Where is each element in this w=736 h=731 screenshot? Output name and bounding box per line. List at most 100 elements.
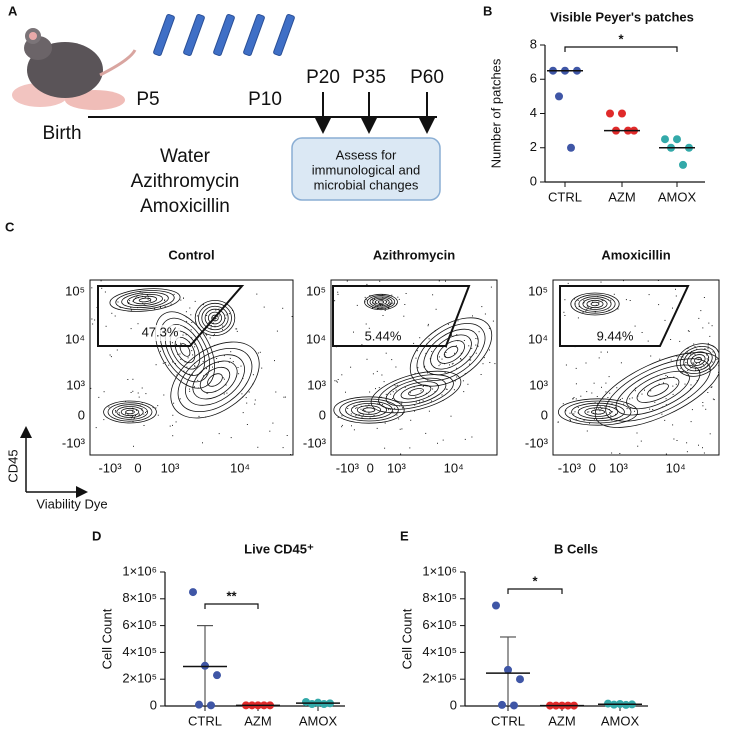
event-dot — [707, 392, 709, 393]
flow-title: Amoxicillin — [601, 247, 670, 262]
contour — [109, 288, 181, 312]
contour — [690, 354, 706, 366]
event-dot — [494, 363, 496, 365]
chart-title: B Cells — [554, 541, 598, 556]
event-dot — [617, 308, 619, 310]
event-dot — [194, 365, 196, 367]
timepoint: P5 — [136, 89, 159, 110]
event-dot — [110, 356, 112, 358]
event-dot — [90, 387, 92, 389]
event-dot — [272, 422, 274, 424]
event-dot — [390, 393, 392, 395]
event-dot — [132, 408, 134, 410]
event-dot — [185, 311, 187, 313]
event-dot — [574, 411, 576, 413]
event-dot — [564, 299, 566, 301]
event-dot — [683, 363, 685, 365]
event-dot — [598, 357, 600, 359]
contour — [201, 305, 229, 331]
event-dot — [434, 391, 436, 393]
event-dot — [456, 334, 458, 336]
event-dot — [360, 408, 362, 410]
event-dot — [623, 403, 625, 405]
y-axis-label: Cell Count — [399, 608, 414, 669]
flow-title: Control — [168, 247, 214, 262]
event-dot — [98, 396, 100, 398]
event-dot — [480, 374, 482, 375]
event-dot — [146, 294, 148, 296]
flow-y-tick: -10³ — [62, 435, 86, 450]
y-tick-label: 4×10⁵ — [422, 644, 457, 659]
event-dot — [629, 408, 631, 410]
plot-frame — [552, 279, 720, 456]
event-dot — [596, 396, 598, 397]
contour — [138, 297, 152, 303]
event-dot — [585, 362, 587, 364]
event-dot — [460, 358, 462, 360]
flow-x-tick: 10⁴ — [444, 460, 464, 475]
event-dot — [586, 391, 588, 393]
contour — [120, 407, 140, 417]
event-dot — [202, 360, 204, 362]
event-dot — [144, 296, 146, 298]
event-dot — [707, 345, 709, 347]
data-point — [195, 700, 203, 709]
event-dot — [690, 384, 692, 386]
event-dot — [587, 307, 589, 309]
event-dot — [687, 330, 689, 332]
event-dot — [214, 325, 216, 327]
event-dot — [573, 413, 575, 415]
event-dot — [420, 390, 422, 392]
event-dot — [427, 325, 429, 327]
event-dot — [218, 315, 220, 317]
event-dot — [659, 378, 661, 380]
event-dot — [672, 393, 674, 395]
event-dot — [706, 354, 708, 356]
event-dot — [395, 385, 397, 387]
event-dot — [145, 412, 146, 413]
event-dot — [599, 406, 601, 408]
event-dot — [361, 409, 363, 411]
gate-percent: 9.44% — [597, 328, 634, 343]
event-dot — [147, 298, 149, 300]
event-dot — [565, 410, 567, 412]
event-dot — [188, 373, 190, 375]
event-dot — [575, 383, 577, 385]
event-dot — [469, 359, 471, 361]
event-dot — [704, 348, 706, 350]
contour — [369, 296, 393, 308]
event-dot — [180, 358, 182, 360]
event-dot — [454, 352, 455, 354]
mouse-illustration — [12, 28, 137, 110]
event-dot — [664, 419, 666, 421]
event-dot — [457, 320, 459, 322]
event-dot — [672, 424, 674, 426]
event-dot — [111, 312, 113, 314]
event-dot — [658, 304, 660, 306]
event-dot — [652, 409, 654, 410]
event-dot — [583, 419, 585, 421]
event-dot — [137, 392, 139, 394]
event-dot — [615, 407, 616, 409]
event-dot — [368, 327, 370, 329]
event-dot — [431, 351, 433, 352]
event-dot — [177, 354, 179, 355]
event-dot — [665, 375, 667, 376]
y-tick-label: 6 — [530, 71, 537, 86]
box-text: Assess for — [336, 147, 397, 162]
event-dot — [456, 376, 458, 378]
flow-y-tick: 10³ — [66, 377, 85, 392]
contour — [362, 407, 376, 413]
gate-percent: 47.3% — [142, 324, 179, 339]
contour — [207, 311, 222, 325]
event-dot — [664, 319, 666, 321]
event-dot — [191, 337, 193, 339]
event-dot — [588, 411, 590, 413]
event-dot — [336, 381, 338, 383]
flow-x-tick: -10³ — [336, 460, 360, 475]
event-dot — [384, 308, 386, 310]
event-dot — [702, 402, 704, 403]
panel-label: C — [5, 219, 15, 234]
flow-y-tick: 10³ — [529, 377, 548, 392]
event-dot — [428, 410, 430, 412]
